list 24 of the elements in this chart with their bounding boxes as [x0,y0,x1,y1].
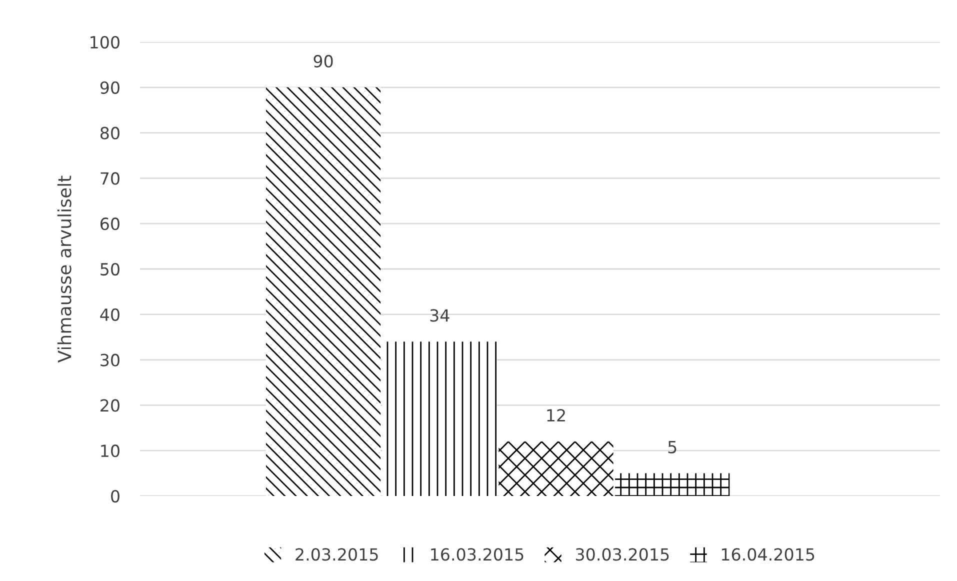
y-tick-label: 60 [100,218,120,230]
bar [382,342,497,496]
y-tick-label: 50 [100,262,120,276]
y-tick-label: 40 [100,308,120,321]
legend-label: 30.03.2015 [576,548,669,561]
y-tick-label: 80 [100,126,120,140]
data-label: 34 [430,309,450,322]
y-tick-label: 90 [100,81,120,94]
y-tick-label: 20 [100,399,120,412]
y-tick-label: 70 [100,172,120,185]
bar [615,473,730,496]
legend-label: 16.03.2015 [431,548,524,561]
bar [498,442,614,496]
legend-label: 2.03.2015 [296,548,378,561]
y-tick-label: 10 [101,444,120,458]
data-label: 12 [547,409,565,422]
y-axis-title: Vihmausse arvuliselt [57,176,72,363]
data-label: 5 [668,441,676,454]
data-label: 90 [314,54,333,68]
legend-label: 16.04.2015 [722,548,814,561]
y-tick-label: 0 [111,490,120,503]
y-tick-label: 100 [90,36,120,49]
y-tick-label: 30 [100,354,120,366]
bar [266,87,381,496]
